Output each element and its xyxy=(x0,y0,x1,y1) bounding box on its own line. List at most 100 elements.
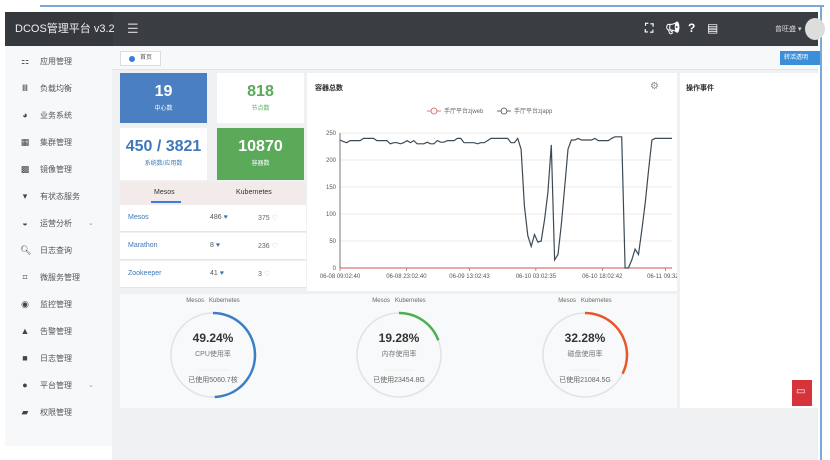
search-icon: 🔍︎ xyxy=(20,244,32,255)
briefcase-icon: ■ xyxy=(22,353,28,363)
lock-icon: ▰ xyxy=(21,406,29,417)
settings-gear-icon[interactable]: ⚙ xyxy=(650,81,659,92)
sidebar-item-9[interactable]: ◉ 监控管理 xyxy=(20,297,72,311)
x-tick-label: 06-09 13:02:43 xyxy=(449,274,490,280)
sidebar-item-8[interactable]: ⌗ 微服务管理 xyxy=(20,270,80,284)
series-line-1 xyxy=(339,136,672,269)
tab-home[interactable]: 首页 xyxy=(120,51,162,66)
fullscreen-icon[interactable]: ⛶ xyxy=(645,21,654,35)
sidebar-item-label: 镜像管理 xyxy=(40,164,72,174)
y-tick-label: 250 xyxy=(326,131,337,137)
table-row: Mesos 486 ♥ 375 ♡ xyxy=(120,205,306,232)
legend-label[interactable]: 手厅平台zjweb xyxy=(444,107,484,115)
stat-label: 容器数 xyxy=(251,161,270,167)
stat-label: 系统数/应用数 xyxy=(144,161,183,167)
mesos-count-value: 41 xyxy=(210,270,218,277)
mesos-count-value: 8 xyxy=(210,242,214,249)
filter-icon: ▾ xyxy=(22,190,28,201)
avatar[interactable] xyxy=(805,18,825,40)
screen-border xyxy=(820,5,822,460)
heart-icon: ♥ xyxy=(215,242,221,249)
feedback-chat-button[interactable]: ▭ xyxy=(792,380,812,406)
gauge-arc xyxy=(541,311,629,399)
sidebar-item-12[interactable]: ● 平台管理 ⌄ xyxy=(20,378,94,392)
k8s-count: 375 ♡ xyxy=(258,214,278,222)
gauge-label: 磁盘使用率 xyxy=(567,351,603,358)
chart-title: 容器总数 xyxy=(315,85,343,92)
sidebar-item-label: 集群管理 xyxy=(40,137,72,147)
crop-icon: ⌗ xyxy=(22,271,28,282)
x-tick-label: 06-08 09:02:40 xyxy=(320,274,361,280)
sidebar-item-1[interactable]: Ⅲ 负载均衡 xyxy=(20,81,72,95)
megaphone-icon[interactable]: 📢︎ xyxy=(665,21,681,35)
hamburger-menu-icon[interactable]: ☰ xyxy=(127,21,139,36)
sidebar-item-5[interactable]: ▾ 有状态服务 xyxy=(20,189,80,203)
document-icon[interactable]: ▤ xyxy=(707,21,719,35)
service-name-link[interactable]: Marathon xyxy=(128,242,158,249)
sidebar-item-6[interactable]: ◒ 运营分析 ⌄ xyxy=(20,216,94,230)
legend-mesos[interactable]: Mesos xyxy=(186,298,204,304)
gauge-arc xyxy=(355,311,443,399)
sidebar-item-2[interactable]: ◕ 业务系统 xyxy=(20,108,72,122)
user-menu[interactable]: 曾旺盛 ▾ xyxy=(775,26,802,33)
mesos-count: 8 ♥ xyxy=(210,242,220,249)
stat-card: 450 / 3821 系统数/应用数 xyxy=(120,128,207,180)
apps-icon: ⚏ xyxy=(20,55,30,66)
container-chart-panel: 容器总数 ⚙ 0 50 100 150 200 250 06-08 09:02:40 06-0… xyxy=(307,73,677,291)
gauge-used: 已使用5060.7核 xyxy=(188,377,238,384)
tab-kubernetes[interactable]: Kubernetes xyxy=(236,189,272,196)
balance-icon: Ⅲ xyxy=(21,82,29,93)
legend-marker xyxy=(430,107,438,115)
bell-icon: ▲ xyxy=(20,326,30,336)
sidebar-item-label: 日志管理 xyxy=(40,353,72,363)
sidebar-item-3[interactable]: ▦ 集群管理 xyxy=(20,135,72,149)
service-name-link[interactable]: Zookeeper xyxy=(128,270,162,277)
sidebar-item-10[interactable]: ▲ 告警管理 xyxy=(20,324,72,338)
help-icon[interactable]: ? xyxy=(688,21,696,35)
sidebar-item-4[interactable]: ▩ 镜像管理 xyxy=(20,162,72,176)
stat-label: 节点数 xyxy=(251,106,270,112)
heart-outline-icon: ♡ xyxy=(271,215,278,222)
service-name-link[interactable]: Mesos xyxy=(128,214,149,221)
legend-kubernetes[interactable]: Kubernetes xyxy=(394,298,426,304)
sidebar-item-11[interactable]: ■ 日志管理 xyxy=(20,351,72,365)
sidebar-item-label: 权限管理 xyxy=(40,407,72,417)
gauge-used: 已使用21084.5G xyxy=(559,377,611,384)
usage-gauge: Mesos Kubernetes 19.28% 内存使用率 已使用23454.8… xyxy=(334,298,464,408)
analysis-icon: ◒ xyxy=(22,218,28,228)
heart-outline-icon: ♡ xyxy=(263,271,271,278)
sidebar-item-0[interactable]: ⚏ 应用管理 xyxy=(20,54,72,68)
legend-mesos[interactable]: Mesos xyxy=(372,298,390,304)
gauge-legend: Mesos Kubernetes xyxy=(520,298,650,308)
active-tab-indicator xyxy=(151,201,181,203)
gauge-legend: Mesos Kubernetes xyxy=(334,298,464,308)
transparent-toggle-button[interactable]: 转活透明 xyxy=(780,51,820,65)
sidebar-item-13[interactable]: ▰ 权限管理 xyxy=(20,405,72,419)
legend-mesos[interactable]: Mesos xyxy=(558,298,576,304)
sidebar-item-label: 有状态服务 xyxy=(40,191,80,201)
sidebar-item-label: 运营分析 xyxy=(40,218,72,228)
gauge-label: CPU使用率 xyxy=(195,351,231,358)
legend-label[interactable]: 手厅平台zjapp xyxy=(514,107,553,115)
usage-gauge: Mesos Kubernetes 32.28% 磁盘使用率 已使用21084.5… xyxy=(520,298,650,408)
chevron-down-icon: ⌄ xyxy=(88,220,94,227)
stat-card: 818 节点数 xyxy=(217,73,304,123)
y-tick-label: 100 xyxy=(326,212,337,218)
gauge-percent: 32.28% xyxy=(564,331,606,345)
sidebar-item-7[interactable]: 🔍︎ 日志查询 xyxy=(20,243,72,257)
tab-mesos[interactable]: Mesos xyxy=(154,189,175,196)
user-name: 曾旺盛 xyxy=(775,26,796,33)
y-tick-label: 150 xyxy=(326,185,337,191)
sidebar-item-label: 微服务管理 xyxy=(40,272,80,282)
legend-kubernetes[interactable]: Kubernetes xyxy=(580,298,612,304)
gauge-ring xyxy=(541,311,629,399)
gauge-ring xyxy=(169,311,257,399)
legend-marker xyxy=(500,107,508,115)
k8s-count-value: 3 xyxy=(258,271,262,278)
cloud-icon: ● xyxy=(22,380,28,390)
pie-icon: ◕ xyxy=(22,110,28,120)
legend-kubernetes[interactable]: Kubernetes xyxy=(208,298,240,304)
sidebar: ⚏ 应用管理 Ⅲ 负载均衡 ◕ 业务系统 ▦ 集群管理 ▩ 镜像管理 ▾ 有状态服务 ◒ 运营分析 ⌄ 🔍︎ 日… xyxy=(5,46,112,446)
stat-value: 19 xyxy=(154,83,173,100)
sidebar-item-label: 平台管理 xyxy=(40,380,72,390)
